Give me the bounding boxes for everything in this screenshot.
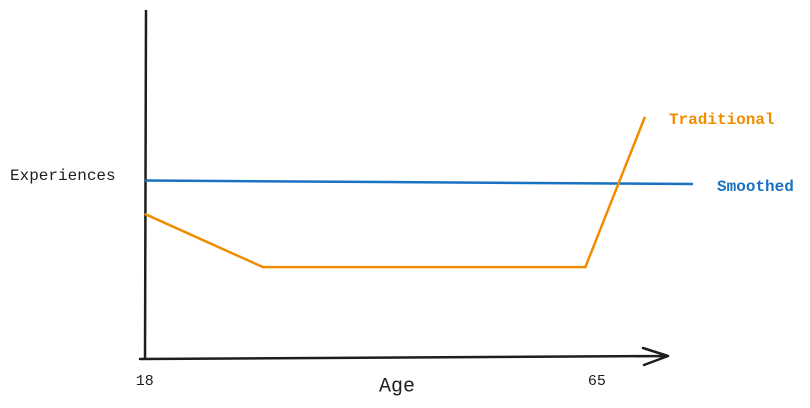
x-axis-label: Age (379, 375, 415, 398)
line (144, 116, 647, 269)
series-label: Smoothed (717, 178, 794, 196)
y-axis-label: Experiences (10, 167, 116, 185)
x-tick-label: 18 (136, 373, 154, 390)
series-label: Traditional (669, 111, 775, 129)
y-axis (143, 9, 148, 361)
line (144, 179, 694, 186)
x-axis (138, 346, 670, 367)
x-tick-label: 65 (588, 373, 606, 390)
